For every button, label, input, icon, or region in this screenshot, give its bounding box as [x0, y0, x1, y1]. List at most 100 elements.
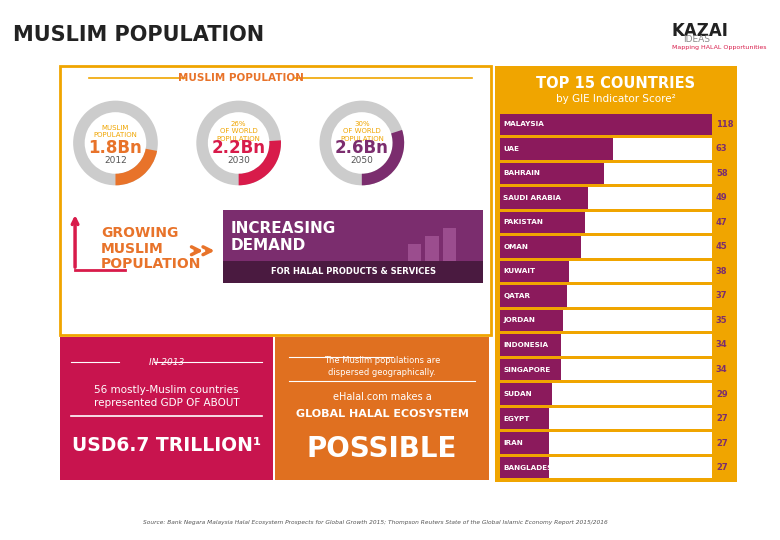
- Text: IDEAS: IDEAS: [683, 35, 711, 44]
- FancyBboxPatch shape: [501, 408, 712, 429]
- Text: 29: 29: [716, 389, 728, 399]
- Text: 58: 58: [716, 169, 728, 178]
- FancyBboxPatch shape: [501, 138, 712, 160]
- Wedge shape: [239, 140, 281, 185]
- Text: QATAR: QATAR: [503, 293, 530, 299]
- Text: 2050: 2050: [350, 156, 374, 165]
- Text: 37: 37: [716, 292, 728, 300]
- FancyBboxPatch shape: [501, 236, 581, 258]
- FancyBboxPatch shape: [501, 383, 552, 405]
- Text: INDONESIA: INDONESIA: [503, 342, 548, 348]
- Text: represented GDP OF ABOUT: represented GDP OF ABOUT: [94, 398, 239, 408]
- FancyBboxPatch shape: [408, 244, 421, 261]
- FancyBboxPatch shape: [501, 457, 712, 478]
- Text: 27: 27: [716, 438, 728, 448]
- Wedge shape: [197, 100, 281, 185]
- Text: SUDAN: SUDAN: [503, 391, 532, 397]
- FancyBboxPatch shape: [501, 212, 712, 233]
- FancyBboxPatch shape: [223, 261, 483, 282]
- FancyBboxPatch shape: [501, 187, 588, 209]
- FancyBboxPatch shape: [501, 432, 712, 454]
- FancyBboxPatch shape: [501, 432, 549, 454]
- Text: MALAYSIA: MALAYSIA: [503, 122, 544, 127]
- Text: SINGAPORE: SINGAPORE: [503, 367, 551, 373]
- Text: UAE: UAE: [503, 146, 519, 152]
- Text: 30%
OF WORLD
POPULATION: 30% OF WORLD POPULATION: [340, 121, 384, 142]
- FancyBboxPatch shape: [501, 309, 712, 332]
- FancyBboxPatch shape: [501, 113, 712, 135]
- FancyBboxPatch shape: [501, 163, 712, 184]
- Text: BAHRAIN: BAHRAIN: [503, 171, 541, 177]
- Text: IN 2013: IN 2013: [149, 358, 184, 367]
- Text: 118: 118: [716, 120, 733, 129]
- FancyBboxPatch shape: [495, 66, 737, 482]
- FancyBboxPatch shape: [501, 359, 712, 380]
- FancyBboxPatch shape: [501, 359, 562, 380]
- FancyBboxPatch shape: [501, 212, 585, 233]
- Text: 27: 27: [716, 414, 728, 423]
- Text: GLOBAL HALAL ECOSYSTEM: GLOBAL HALAL ECOSYSTEM: [296, 409, 469, 420]
- FancyBboxPatch shape: [443, 228, 456, 261]
- Text: FOR HALAL PRODUCTS & SERVICES: FOR HALAL PRODUCTS & SERVICES: [271, 267, 436, 276]
- Text: 45: 45: [716, 242, 728, 252]
- FancyBboxPatch shape: [425, 237, 439, 261]
- Text: EGYPT: EGYPT: [503, 415, 530, 422]
- FancyBboxPatch shape: [501, 113, 712, 135]
- Text: Mapping HALAL Opportunities: Mapping HALAL Opportunities: [672, 45, 766, 50]
- FancyBboxPatch shape: [501, 285, 712, 307]
- Text: 47: 47: [716, 218, 728, 227]
- FancyBboxPatch shape: [501, 261, 569, 282]
- Text: MUSLIM POPULATION: MUSLIM POPULATION: [178, 72, 303, 83]
- FancyBboxPatch shape: [501, 334, 562, 356]
- Text: 2030: 2030: [227, 156, 250, 165]
- Text: by GIE Indicator Score²: by GIE Indicator Score²: [556, 94, 675, 104]
- Text: 26%
OF WORLD
POPULATION: 26% OF WORLD POPULATION: [217, 121, 261, 142]
- Text: 27: 27: [716, 463, 728, 472]
- Text: POSSIBLE: POSSIBLE: [307, 435, 457, 463]
- Text: JORDAN: JORDAN: [503, 318, 535, 323]
- Text: IRAN: IRAN: [503, 440, 523, 446]
- Text: 49: 49: [716, 193, 728, 202]
- FancyBboxPatch shape: [59, 338, 273, 480]
- Text: 56 mostly-Muslim countries: 56 mostly-Muslim countries: [94, 385, 239, 395]
- Text: The Muslim populations are
dispersed geographically.: The Muslim populations are dispersed geo…: [324, 356, 440, 376]
- Text: Source: Bank Negara Malaysia Halal Ecosystem Prospects for Global Growth 2015; T: Source: Bank Negara Malaysia Halal Ecosy…: [143, 519, 608, 525]
- Text: PAKISTAN: PAKISTAN: [503, 219, 543, 226]
- Text: eHalal.com makes a: eHalal.com makes a: [332, 392, 431, 402]
- Text: OMAN: OMAN: [503, 244, 528, 250]
- FancyBboxPatch shape: [501, 163, 604, 184]
- FancyBboxPatch shape: [275, 338, 489, 480]
- Text: 35: 35: [716, 316, 728, 325]
- Text: SAUDI ARABIA: SAUDI ARABIA: [503, 195, 562, 201]
- FancyBboxPatch shape: [501, 138, 613, 160]
- Text: BANGLADESH: BANGLADESH: [503, 464, 558, 470]
- Text: KUWAIT: KUWAIT: [503, 268, 535, 274]
- Text: USD6.7 TRILLION¹: USD6.7 TRILLION¹: [72, 436, 261, 455]
- Text: MUSLIM
POPULATION: MUSLIM POPULATION: [94, 125, 137, 138]
- Text: 1.8Bn: 1.8Bn: [89, 139, 143, 157]
- Text: 38: 38: [716, 267, 728, 276]
- Text: 34: 34: [716, 365, 728, 374]
- Text: KAZAI: KAZAI: [672, 22, 729, 40]
- Text: 63: 63: [716, 144, 728, 153]
- Text: 2.2Bn: 2.2Bn: [211, 139, 266, 157]
- FancyBboxPatch shape: [501, 187, 712, 209]
- FancyBboxPatch shape: [501, 236, 712, 258]
- FancyBboxPatch shape: [59, 66, 491, 335]
- FancyBboxPatch shape: [501, 285, 567, 307]
- Wedge shape: [115, 148, 157, 185]
- FancyBboxPatch shape: [501, 261, 712, 282]
- FancyBboxPatch shape: [460, 217, 473, 261]
- Text: TOP 15 COUNTRIES: TOP 15 COUNTRIES: [537, 76, 696, 91]
- Text: 2012: 2012: [104, 156, 127, 165]
- Text: MUSLIM POPULATION: MUSLIM POPULATION: [13, 25, 264, 45]
- Text: 34: 34: [716, 341, 728, 349]
- Text: GROWING
MUSLIM
POPULATION: GROWING MUSLIM POPULATION: [101, 226, 201, 272]
- Wedge shape: [73, 100, 158, 185]
- Wedge shape: [320, 100, 404, 185]
- Text: INCREASING
DEMAND: INCREASING DEMAND: [231, 221, 336, 253]
- FancyBboxPatch shape: [223, 211, 483, 282]
- FancyBboxPatch shape: [501, 334, 712, 356]
- Wedge shape: [362, 130, 404, 185]
- FancyBboxPatch shape: [501, 457, 549, 478]
